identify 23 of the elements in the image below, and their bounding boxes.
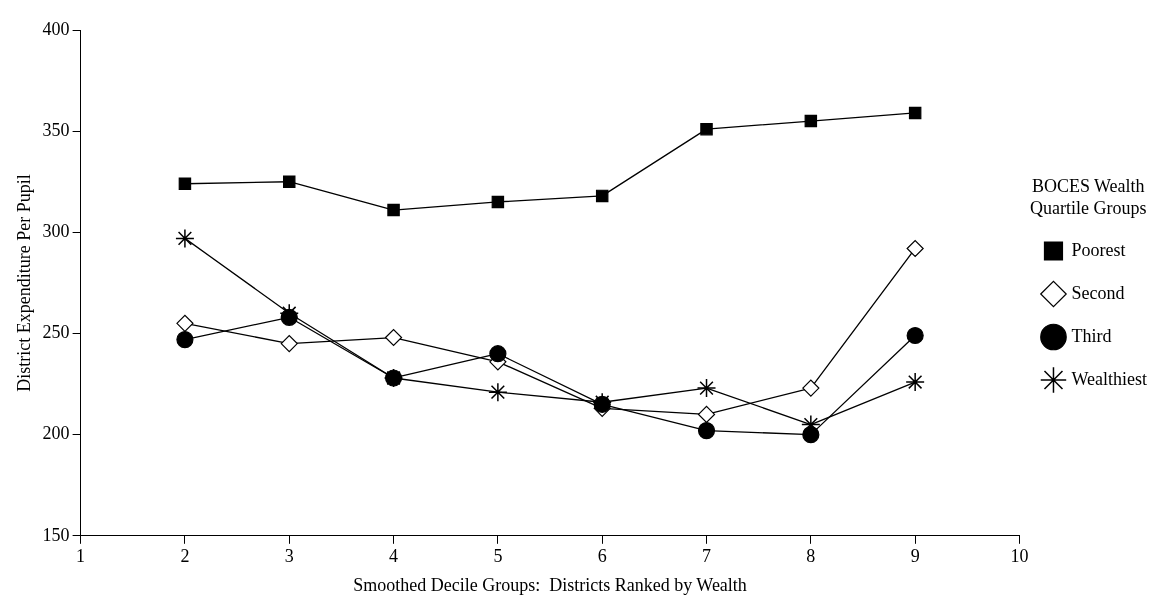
x-tick-label: 9 [910, 546, 920, 567]
legend-label: Wealthiest [1071, 368, 1148, 389]
x-axis-title: Smoothed Decile Groups: Districts Ranked by Wealth [353, 574, 747, 595]
x-tick-label: 4 [389, 546, 399, 567]
legend-title: BOCES Wealth Quartile Groups [1030, 175, 1147, 218]
x-tick-label: 1 [76, 546, 86, 567]
y-tick-label: 150 [42, 524, 70, 545]
x-tick-label: 10 [1010, 546, 1029, 567]
y-tick-label: 300 [42, 221, 70, 242]
x-tick-label: 7 [702, 546, 712, 567]
y-axis-title: District Expenditure Per Pupil [13, 174, 34, 392]
y-tick-label: 400 [42, 18, 70, 39]
legend-label: Poorest [1071, 239, 1126, 260]
y-tick-label: 250 [42, 322, 70, 343]
x-tick-label: 6 [597, 546, 607, 567]
x-tick-label: 2 [180, 546, 190, 567]
x-tick-label: 3 [284, 546, 294, 567]
legend-label: Third [1071, 325, 1112, 346]
y-tick-label: 200 [42, 423, 70, 444]
x-tick-label: 5 [493, 546, 503, 567]
y-tick-label: 350 [42, 119, 70, 140]
legend-label: Second [1071, 282, 1125, 303]
x-tick-label: 8 [806, 546, 816, 567]
